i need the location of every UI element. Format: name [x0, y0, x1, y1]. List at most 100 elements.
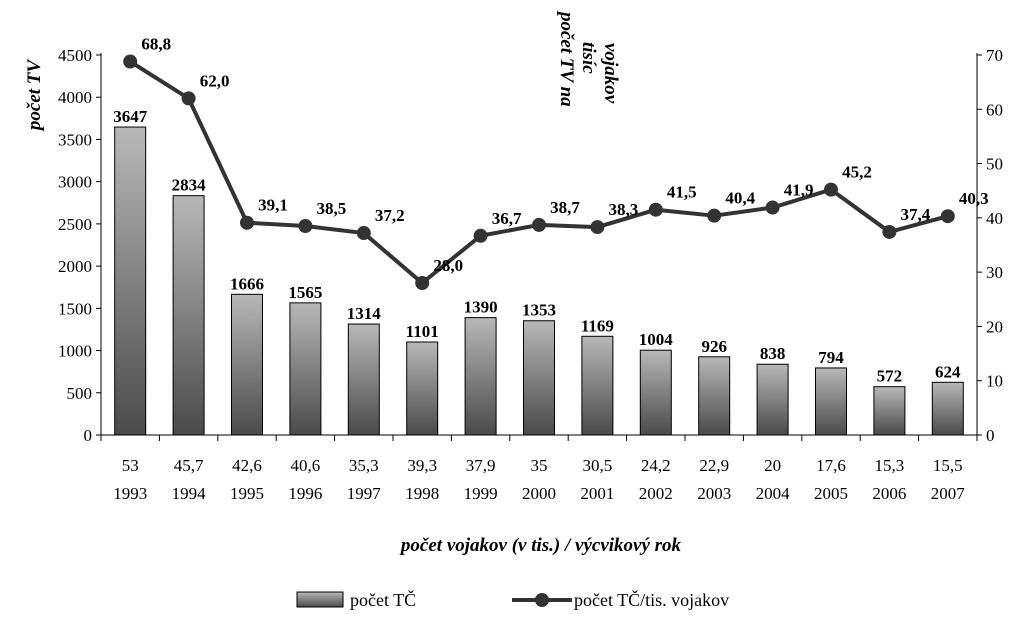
bar-value-label: 838	[760, 344, 786, 363]
y-left-tick-label: 0	[84, 426, 93, 445]
line-value-label: 68,8	[141, 35, 171, 54]
line-marker	[181, 91, 196, 106]
x-tick-label-top: 30,5	[583, 456, 613, 475]
bar-value-label: 1169	[581, 316, 614, 335]
x-tick-label-top: 37,9	[466, 456, 496, 475]
x-tick-label-year: 2001	[580, 484, 614, 503]
x-tick-label-top: 35,3	[349, 456, 379, 475]
line-value-label: 36,7	[492, 209, 522, 228]
y-left-tick-label: 3500	[58, 130, 92, 149]
x-tick-label-top: 17,6	[816, 456, 846, 475]
x-tick-label-top: 35	[531, 456, 548, 475]
line-marker	[532, 217, 546, 232]
legend-line-label: počet TČ/tis. vojakov	[574, 589, 729, 610]
bar-value-label: 1666	[230, 274, 264, 293]
bar-value-label: 1314	[347, 304, 382, 323]
bar	[873, 386, 906, 436]
line-value-label: 41,9	[784, 181, 814, 200]
bar	[698, 356, 731, 436]
y-left-tick-label: 2000	[58, 257, 92, 276]
bar	[406, 341, 439, 436]
bar-value-label: 794	[818, 348, 844, 367]
bar	[464, 317, 497, 436]
line-value-label: 38,5	[317, 199, 347, 218]
line-marker	[473, 228, 488, 243]
bar-value-label: 624	[935, 362, 961, 381]
y-right-tick-label: 20	[986, 317, 1003, 336]
bar	[756, 363, 789, 436]
line-marker	[123, 54, 138, 69]
line-marker	[415, 276, 430, 290]
x-tick-label-year: 1997	[347, 484, 382, 503]
x-tick-label-year: 1999	[464, 484, 498, 503]
line-marker	[298, 219, 313, 233]
bar	[523, 320, 555, 436]
legend-bar-label: počet TČ	[350, 589, 416, 610]
x-tick-label-top: 22,9	[699, 456, 729, 475]
x-tick-label-top: 15,3	[875, 456, 905, 475]
line-marker	[240, 215, 254, 230]
line-value-label: 38,7	[550, 198, 580, 217]
y-left-tick-label: 4000	[58, 88, 92, 107]
line-value-label: 37,4	[901, 205, 931, 224]
line-path	[129, 59, 949, 285]
x-tick-label-top: 24,2	[641, 456, 671, 475]
line-value-label: 38,3	[609, 200, 639, 219]
line-value-label: 37,2	[375, 206, 405, 225]
line-value-label: 41,5	[667, 183, 697, 202]
bar-value-label: 572	[877, 367, 903, 386]
bar-series	[114, 126, 964, 436]
bar	[581, 335, 614, 436]
x-tick-label-top: 40,6	[291, 456, 321, 475]
y-right-label: počet TV na tisíc vojakov	[556, 10, 621, 107]
y-right-label-line-1: počet TV na	[556, 10, 577, 107]
y-left-label: počet TV	[24, 59, 45, 133]
x-tick-label-top: 15,5	[933, 456, 963, 475]
y-right-label-line-3: vojakov	[600, 43, 621, 104]
x-tick-label-top: 42,6	[232, 456, 262, 475]
bar-value-label: 926	[701, 337, 727, 356]
line-series	[123, 54, 955, 290]
x-tick-label-year: 2004	[756, 484, 791, 503]
y-right-tick-label: 60	[986, 100, 1003, 119]
x-tick-label-top: 45,7	[174, 456, 204, 475]
x-tick-label-year: 2007	[931, 484, 966, 503]
line-value-label: 40,3	[959, 189, 989, 208]
legend-line-marker	[535, 593, 549, 607]
y-right-tick-label: 10	[986, 372, 1003, 391]
y-left-tick-label: 2500	[58, 215, 92, 234]
bar	[347, 323, 380, 436]
bar	[231, 293, 263, 436]
y-right-tick-label: 0	[986, 426, 995, 445]
x-tick-label-year: 2003	[697, 484, 731, 503]
x-axis-title: počet vojakov (v tis.) / výcvikový rok	[399, 535, 682, 556]
y-right-tick-label: 70	[986, 46, 1003, 65]
y-left-tick-label: 1000	[58, 342, 92, 361]
x-tick-label-top: 20	[764, 456, 781, 475]
x-tick-label-year: 1998	[405, 484, 439, 503]
bar	[639, 349, 672, 436]
y-right-tick-label: 50	[986, 155, 1003, 174]
line-marker	[882, 224, 897, 239]
x-tick-label-year: 2002	[639, 484, 673, 503]
bar	[931, 381, 964, 436]
x-tick-label-year: 2005	[814, 484, 848, 503]
bar	[114, 126, 147, 436]
bar-value-label: 1353	[522, 301, 556, 320]
bar-value-label: 1101	[406, 322, 439, 341]
bar-value-label: 1565	[288, 283, 322, 302]
line-value-label: 39,1	[258, 196, 288, 215]
bar-value-label: 1390	[464, 298, 498, 317]
x-tick-label-top: 53	[122, 456, 139, 475]
line-marker	[648, 202, 663, 217]
y-right-label-line-2: tisíc	[578, 42, 599, 74]
line-value-label: 62,0	[200, 71, 230, 90]
line-value-label: 45,2	[842, 163, 872, 182]
y-left-tick-label: 3000	[58, 173, 92, 192]
y-left-tick-label: 4500	[58, 46, 92, 65]
bar-value-label: 1004	[639, 330, 674, 349]
x-tick-label-year: 1994	[172, 484, 207, 503]
bar	[815, 367, 847, 436]
x-tick-label-year: 1995	[230, 484, 264, 503]
